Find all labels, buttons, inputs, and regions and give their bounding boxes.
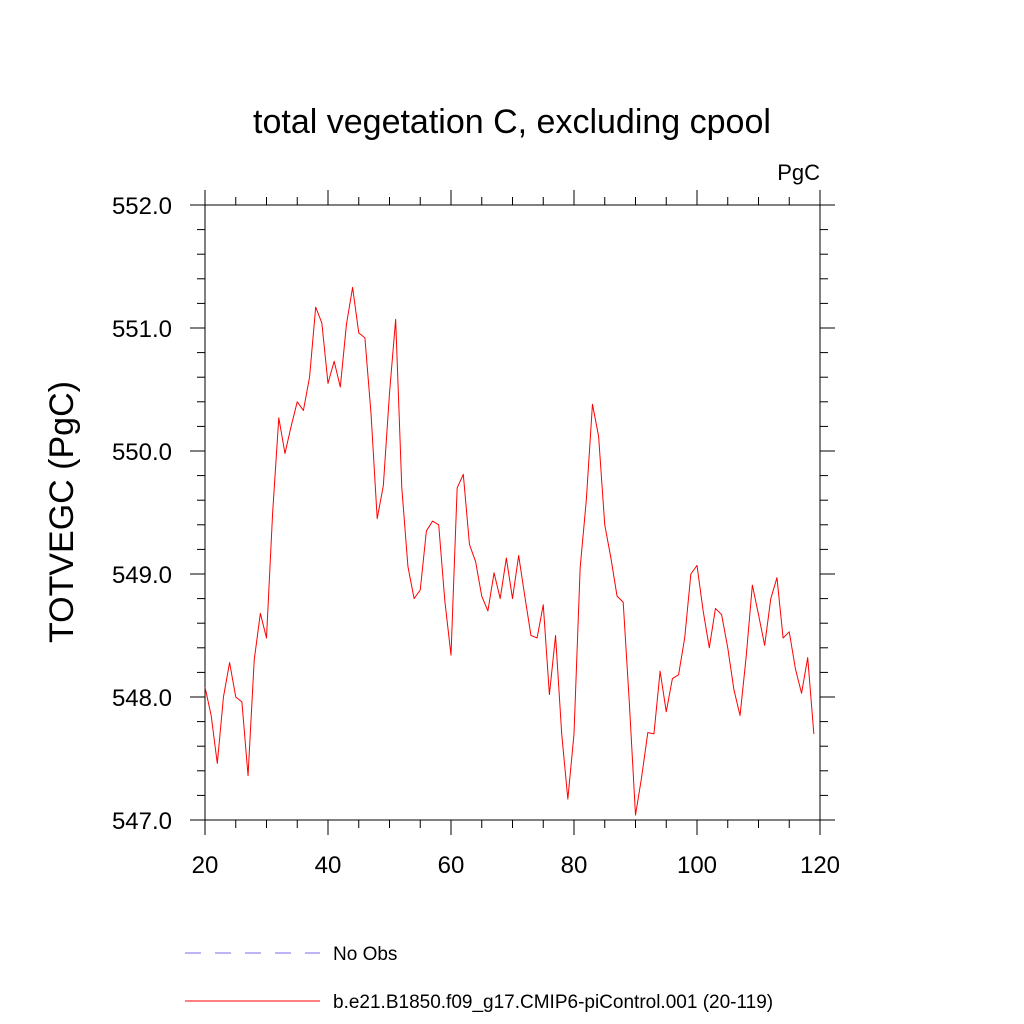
axis-ticks	[190, 190, 835, 835]
x-tick-label: 100	[677, 852, 717, 879]
x-tick-label: 20	[192, 852, 219, 879]
y-tick-label: 547.0	[112, 808, 172, 835]
chart-title: total vegetation C, excluding cpool	[253, 103, 771, 141]
y-tick-label: 549.0	[112, 562, 172, 589]
y-tick-label: 548.0	[112, 685, 172, 712]
y-tick-label: 551.0	[112, 316, 172, 343]
x-tick-label: 120	[800, 852, 840, 879]
legend-label-model: b.e21.B1850.f09_g17.CMIP6-piControl.001 …	[333, 992, 773, 1013]
y-axis-label: TOTVEGC (PgC)	[43, 381, 81, 643]
legend: No Obs b.e21.B1850.f09_g17.CMIP6-piContr…	[185, 944, 773, 1013]
series-group	[204, 286, 815, 816]
x-tick-label: 80	[561, 852, 588, 879]
y-tick-label: 550.0	[112, 439, 172, 466]
units-label: PgC	[777, 160, 820, 185]
x-tick-label: 40	[315, 852, 342, 879]
y-tick-labels: 547.0 548.0 549.0 550.0 551.0 552.0	[112, 193, 172, 835]
series-line	[204, 286, 815, 816]
plot-frame	[204, 204, 821, 821]
legend-label-no-obs: No Obs	[333, 944, 397, 965]
x-tick-label: 60	[438, 852, 465, 879]
y-tick-label: 552.0	[112, 193, 172, 220]
x-tick-labels: 20 40 60 80 100 120	[192, 852, 840, 879]
